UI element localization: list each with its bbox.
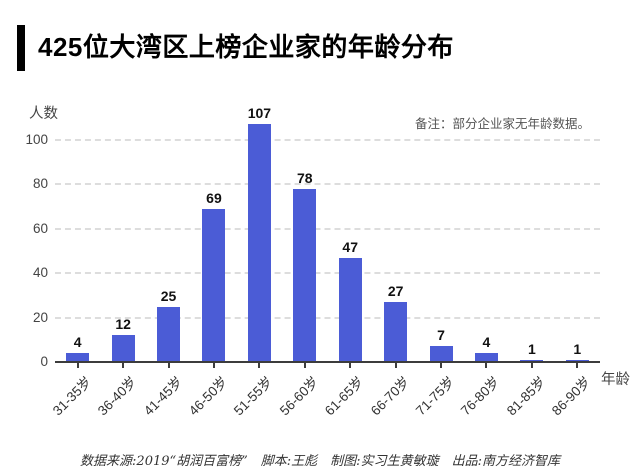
bar-36-40岁 xyxy=(111,335,135,362)
bar-value-label: 25 xyxy=(160,287,177,304)
x-tick-mark xyxy=(485,363,488,368)
y-tick-label: 40 xyxy=(32,265,48,281)
x-tick-label: 46-50岁 xyxy=(185,373,231,419)
bar-46-50岁 xyxy=(202,208,226,362)
bar-value-label: 107 xyxy=(247,105,272,122)
bar-value-label: 1 xyxy=(527,340,536,357)
bar-61-65岁 xyxy=(338,257,362,362)
bar-value-label: 7 xyxy=(437,327,445,344)
x-tick-mark xyxy=(212,363,215,368)
x-tick-mark xyxy=(576,363,579,368)
bar-value-label: 12 xyxy=(115,316,131,333)
x-tick-label: 41-45岁 xyxy=(140,373,185,419)
x-axis-title: 年龄 xyxy=(601,372,630,388)
y-tick-label: 0 xyxy=(40,354,48,369)
x-tick-mark xyxy=(76,363,79,368)
x-tick-label: 66-70岁 xyxy=(367,373,413,419)
x-tick-mark xyxy=(440,363,443,368)
bar-86-90岁 xyxy=(565,359,589,362)
x-tick-label: 36-40岁 xyxy=(94,373,140,419)
y-tick-label: 100 xyxy=(25,132,48,147)
x-tick-label: 61-65岁 xyxy=(322,373,367,419)
gridline xyxy=(55,139,600,141)
y-tick-label: 80 xyxy=(32,176,48,192)
bar-41-45岁 xyxy=(157,306,181,362)
chart-note: 备注：部分企业家无年龄数据。 xyxy=(415,117,591,131)
x-tick-mark xyxy=(394,363,397,368)
x-tick-mark xyxy=(349,363,352,368)
gridline xyxy=(55,272,600,275)
bar-31-35岁 xyxy=(66,353,90,362)
bar-value-label: 47 xyxy=(342,238,358,255)
x-tick-label: 86-90岁 xyxy=(549,373,594,419)
gridline xyxy=(55,183,600,186)
title-accent-bar xyxy=(17,25,25,71)
bar-value-label: 69 xyxy=(206,189,222,206)
gridline xyxy=(55,227,600,230)
bar-66-70岁 xyxy=(384,302,408,362)
bar-value-label: 4 xyxy=(73,334,82,351)
bar-51-55岁 xyxy=(247,124,271,362)
page-title: 425位大湾区上榜企业家的年龄分布 xyxy=(38,32,454,62)
x-tick-label: 51-55岁 xyxy=(231,373,276,419)
x-tick-label: 71-75岁 xyxy=(412,373,458,419)
bar-56-60岁 xyxy=(293,188,317,362)
x-tick-label: 56-60岁 xyxy=(276,373,322,419)
bar-value-label: 78 xyxy=(296,169,313,186)
bar-value-label: 27 xyxy=(387,283,404,300)
y-tick-label: 60 xyxy=(32,220,48,236)
bar-value-label: 1 xyxy=(573,340,582,357)
x-axis-line xyxy=(55,361,600,363)
x-tick-mark xyxy=(258,363,261,368)
x-tick-mark xyxy=(530,363,533,368)
gridline xyxy=(55,316,600,319)
x-tick-label: 81-85岁 xyxy=(503,373,549,419)
x-tick-label: 76-80岁 xyxy=(458,373,503,419)
x-tick-mark xyxy=(122,363,125,368)
y-tick-label: 20 xyxy=(32,309,48,325)
x-tick-mark xyxy=(303,363,306,368)
bar-81-85岁 xyxy=(520,359,544,362)
credits-line: 数据来源:2019“胡润百富榜” 脚本:王彪 制图:实习生黄敏璇 出品:南方经济… xyxy=(80,454,560,469)
bar-76-80岁 xyxy=(474,353,498,362)
y-axis-title: 人数 xyxy=(29,106,58,122)
bar-value-label: 4 xyxy=(482,334,491,351)
bar-71-75岁 xyxy=(429,346,453,362)
x-tick-mark xyxy=(167,363,170,368)
x-tick-label: 31-35岁 xyxy=(49,373,95,419)
